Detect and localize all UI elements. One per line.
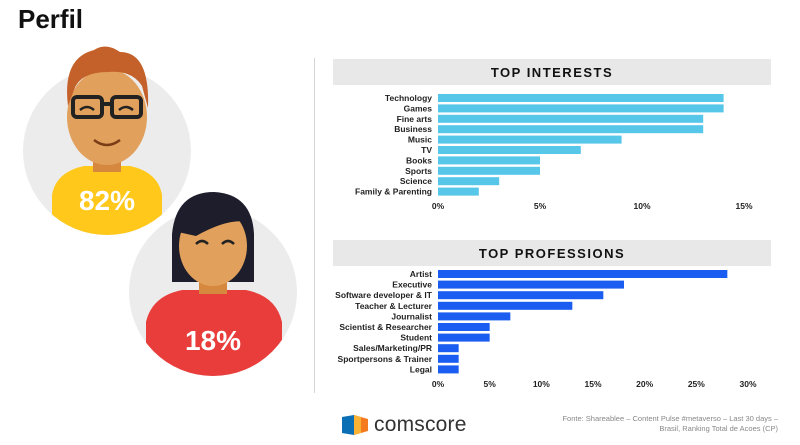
- source-line-1: Fonte: Shareablee – Content Pulse #metav…: [562, 414, 778, 423]
- category-label: Technology: [385, 93, 432, 103]
- category-label: Software developer & IT: [335, 290, 433, 300]
- source-note: Fonte: Shareablee – Content Pulse #metav…: [518, 414, 778, 434]
- bar: [438, 280, 624, 289]
- bar: [438, 125, 704, 134]
- category-label: Scientist & Researcher: [339, 322, 432, 332]
- bar: [438, 312, 511, 321]
- tick-label: 0%: [432, 201, 445, 211]
- bar: [438, 146, 581, 154]
- brand-name: comscore: [374, 413, 467, 436]
- tick-label: 30%: [739, 379, 756, 389]
- page-title: Perfil: [18, 4, 84, 34]
- category-label: Artist: [410, 269, 432, 279]
- male-avatar: 82%: [23, 46, 191, 235]
- tick-label: 10%: [533, 379, 550, 389]
- category-label: Student: [400, 333, 432, 343]
- bar: [438, 344, 459, 353]
- category-label: Music: [408, 135, 432, 145]
- tick-label: 5%: [484, 379, 497, 389]
- male-percentage: 82%: [79, 185, 135, 216]
- category-label: Family & Parenting: [355, 187, 432, 197]
- category-label: Executive: [392, 280, 432, 290]
- category-label: Sales/Marketing/PR: [353, 343, 432, 353]
- chart-header-band: [333, 59, 771, 85]
- tick-label: 5%: [534, 201, 547, 211]
- bar: [438, 187, 479, 196]
- female-percentage: 18%: [185, 325, 241, 356]
- avatars-illustration: 82% 18%: [23, 46, 297, 376]
- bar: [438, 333, 490, 342]
- bar: [438, 166, 540, 175]
- chart-header-band: [333, 240, 771, 266]
- category-label: Sports: [405, 166, 432, 176]
- tick-label: 15%: [735, 201, 752, 211]
- tick-label: 25%: [688, 379, 705, 389]
- divider-line: [314, 58, 315, 393]
- bar: [438, 156, 540, 165]
- source-line-2: Brasil, Ranking Total de Acoes (CP): [659, 424, 778, 433]
- category-label: Legal: [410, 364, 432, 374]
- category-label: Journalist: [391, 311, 432, 321]
- category-label: Teacher & Lecturer: [355, 301, 433, 311]
- category-label: Books: [406, 155, 432, 165]
- female-avatar: 18%: [129, 192, 297, 376]
- bar: [438, 323, 490, 331]
- chart-title: TOP PROFESSIONS: [479, 246, 625, 261]
- tick-label: 20%: [636, 379, 653, 389]
- bar: [438, 104, 724, 113]
- bar: [438, 365, 459, 374]
- category-label: Games: [404, 103, 433, 113]
- category-label: Business: [394, 124, 432, 134]
- tick-label: 0%: [432, 379, 445, 389]
- comscore-logo-icon: [342, 415, 368, 435]
- category-label: Fine arts: [397, 114, 433, 124]
- bar: [438, 177, 500, 186]
- comscore-logo: comscore: [342, 413, 467, 437]
- bar: [438, 291, 604, 300]
- bar: [438, 114, 704, 123]
- chart-title: TOP INTERESTS: [491, 65, 613, 80]
- bar: [438, 301, 573, 310]
- bar: [438, 135, 622, 144]
- tick-label: 15%: [584, 379, 601, 389]
- bar: [438, 354, 459, 363]
- tick-label: 10%: [633, 201, 650, 211]
- bar: [438, 270, 728, 278]
- category-label: TV: [421, 145, 432, 155]
- category-label: Science: [400, 176, 432, 186]
- category-label: Sportpersons & Trainer: [338, 354, 433, 364]
- bar: [438, 94, 724, 102]
